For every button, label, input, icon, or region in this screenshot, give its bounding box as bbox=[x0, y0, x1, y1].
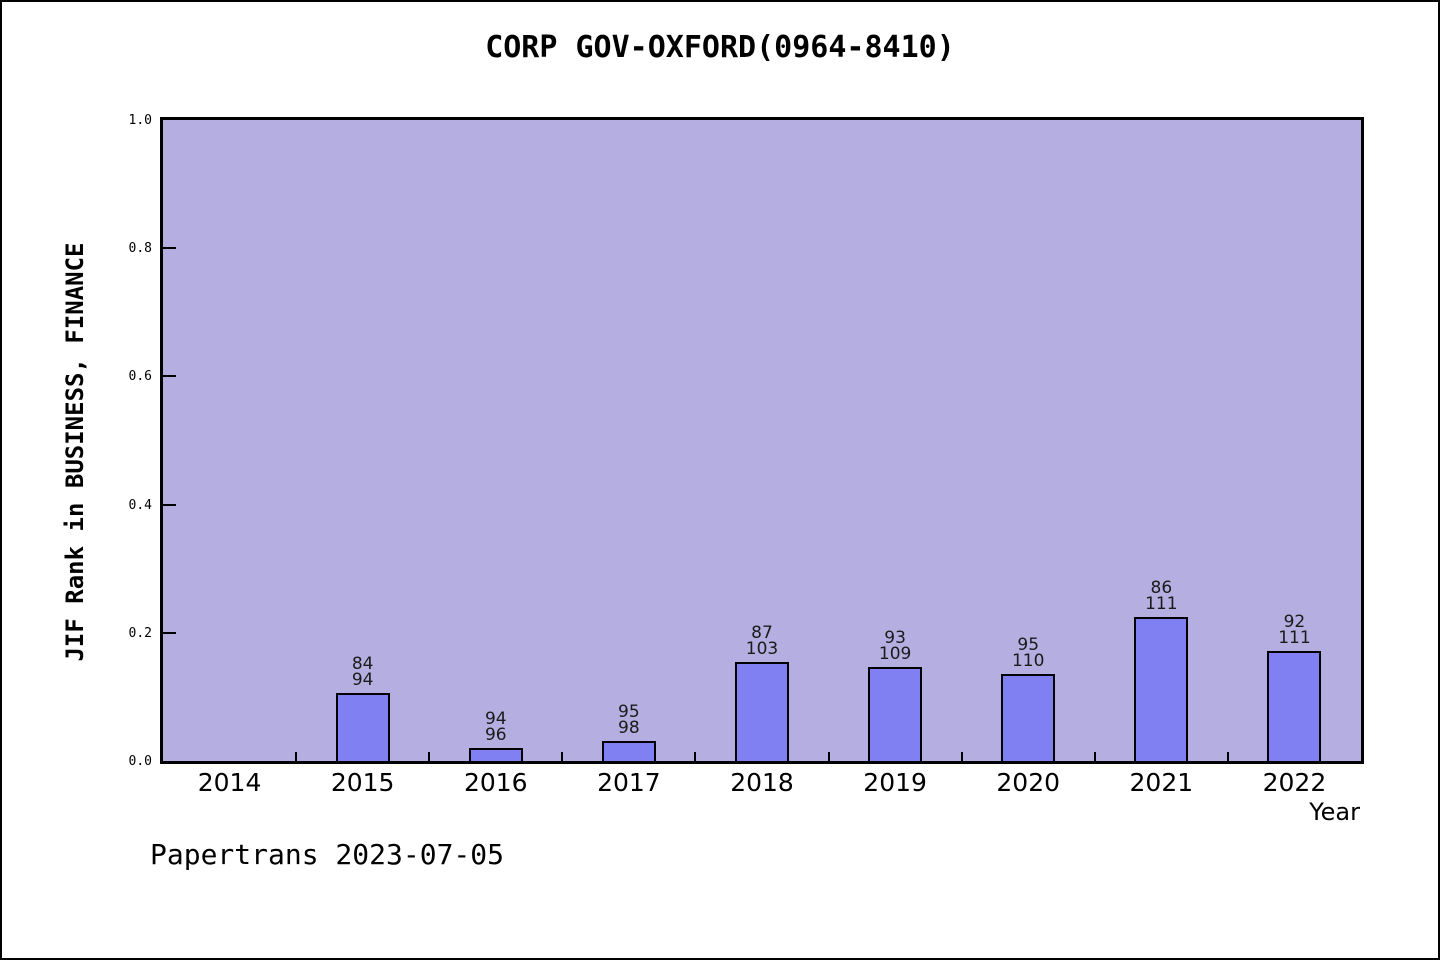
x-tick-label-year: 2020 bbox=[996, 768, 1061, 797]
bar-rank-value: 95 bbox=[1017, 635, 1040, 655]
bar-total-value: 94 bbox=[351, 670, 374, 690]
y-axis-label: JIF Rank in BUSINESS, FINANCE bbox=[61, 242, 89, 662]
bar-value-label: 95 110 bbox=[1011, 635, 1045, 671]
x-tick-label-year: 2018 bbox=[730, 768, 794, 797]
x-tick-label-year: 2017 bbox=[597, 768, 661, 797]
bar-rank-value: 94 bbox=[484, 709, 507, 729]
bar-rank-value: 84 bbox=[351, 654, 374, 674]
x-tick-mark bbox=[1226, 752, 1229, 761]
bar-value-label: 93 109 bbox=[878, 628, 912, 664]
y-tick-label: 0.4 bbox=[128, 497, 152, 513]
bar-2016 bbox=[468, 748, 523, 761]
bar-2018 bbox=[735, 662, 789, 761]
bar-2020 bbox=[1001, 674, 1056, 761]
bar-rank-value: 92 bbox=[1283, 612, 1306, 632]
y-tick-mark bbox=[163, 247, 176, 250]
bar-rank-value: 86 bbox=[1150, 578, 1173, 598]
bar-total-value: 96 bbox=[484, 725, 507, 745]
x-tick-mark bbox=[295, 752, 298, 761]
x-tick-mark bbox=[1093, 752, 1096, 761]
bar-value-label: 87 103 bbox=[745, 623, 779, 659]
bar-total-value: 109 bbox=[878, 644, 912, 664]
plot-area: 84 94 94 96 95 98 87 103 93 109 95 110 86 111 92 111 bbox=[160, 117, 1364, 764]
bar-2017 bbox=[601, 741, 656, 761]
x-tick-mark bbox=[694, 752, 697, 761]
bar-2022 bbox=[1267, 651, 1322, 761]
bar-total-value: 111 bbox=[1145, 594, 1178, 614]
bar-value-label: 95 98 bbox=[618, 702, 640, 738]
bar-2019 bbox=[868, 667, 923, 761]
x-tick-label-year: 2015 bbox=[330, 768, 395, 797]
x-tick-label-year: 2014 bbox=[197, 768, 262, 797]
y-tick-mark bbox=[163, 631, 176, 634]
bar-rank-value: 93 bbox=[884, 628, 906, 648]
y-tick-label: 0.2 bbox=[128, 625, 152, 641]
bar-rank-value: 95 bbox=[618, 702, 640, 722]
y-tick-label: 0.6 bbox=[128, 369, 152, 385]
bar-2021 bbox=[1134, 617, 1189, 761]
x-tick-mark bbox=[428, 752, 431, 761]
bar-total-value: 98 bbox=[618, 718, 640, 738]
bar-total-value: 103 bbox=[745, 639, 779, 659]
x-tick-mark bbox=[561, 752, 564, 761]
y-tick-label: 0.0 bbox=[128, 754, 152, 769]
bar-value-label: 92 111 bbox=[1278, 612, 1311, 648]
x-tick-label-year: 2016 bbox=[463, 768, 528, 797]
y-tick-mark bbox=[163, 375, 176, 378]
bar-2015 bbox=[335, 693, 390, 761]
bar-value-label: 86 111 bbox=[1145, 578, 1178, 614]
x-axis-label: Year bbox=[1309, 798, 1360, 826]
x-tick-label-year: 2022 bbox=[1262, 768, 1327, 797]
x-tick-mark bbox=[827, 752, 830, 761]
x-tick-label-year: 2019 bbox=[863, 768, 927, 797]
x-tick-mark bbox=[960, 752, 963, 761]
y-tick-label: 1.0 bbox=[128, 113, 152, 128]
bar-total-value: 111 bbox=[1278, 628, 1311, 648]
y-tick-label: 0.8 bbox=[128, 241, 152, 257]
y-tick-mark bbox=[163, 503, 176, 506]
bar-value-label: 84 94 bbox=[351, 654, 374, 690]
bar-rank-value: 87 bbox=[751, 623, 773, 643]
watermark-text: Papertrans 2023-07-05 bbox=[150, 838, 505, 871]
bar-value-label: 94 96 bbox=[484, 709, 507, 745]
x-tick-label-year: 2021 bbox=[1129, 768, 1194, 797]
chart-title: CORP GOV-OXFORD(0964-8410) bbox=[485, 30, 955, 65]
bar-total-value: 110 bbox=[1011, 651, 1045, 671]
